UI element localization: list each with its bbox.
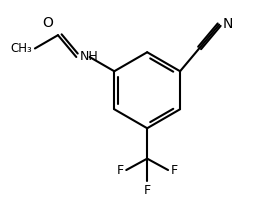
Text: F: F [116, 164, 123, 177]
Text: N: N [223, 17, 233, 31]
Text: F: F [144, 184, 151, 197]
Text: O: O [42, 16, 53, 30]
Text: F: F [171, 164, 178, 177]
Text: NH: NH [80, 50, 99, 63]
Text: CH₃: CH₃ [10, 42, 32, 55]
